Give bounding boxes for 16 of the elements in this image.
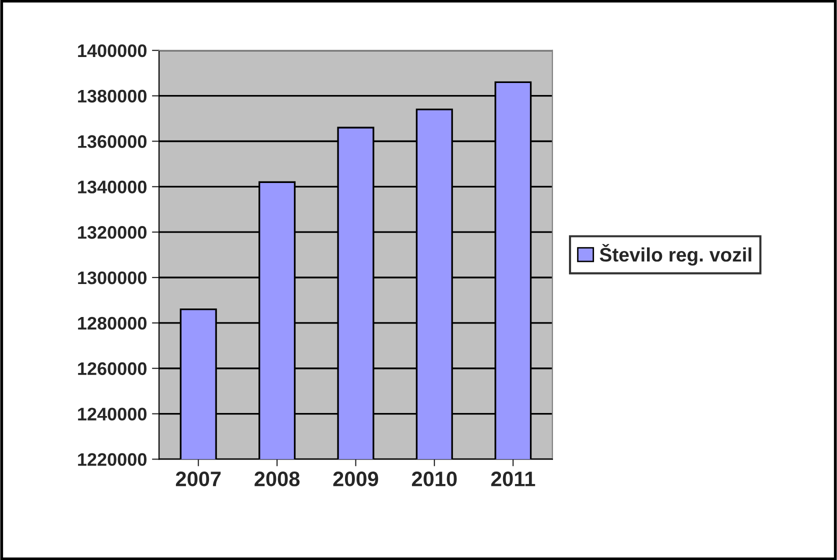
x-tick-label: 2011 [491,472,536,486]
y-tick-label: 1320000 [78,226,146,239]
x-tick-label: 2010 [412,472,457,486]
legend-label: Število reg. vozil [600,244,752,266]
y-tick-label: 1380000 [78,90,146,103]
x-tick-label: 2009 [333,472,378,486]
y-tick-label: 1360000 [78,135,146,148]
x-tick-label: 2008 [254,472,300,486]
x-tick-label: 2007 [176,472,221,486]
y-tick-label: 1400000 [78,44,146,58]
y-tick-label: 1260000 [78,362,146,376]
y-tick-label: 1220000 [78,453,146,466]
y-tick-label: 1300000 [78,271,146,284]
y-tick-label: 1280000 [78,316,146,330]
y-tick-label: 1240000 [78,408,146,420]
y-tick-label: 1340000 [78,180,146,194]
